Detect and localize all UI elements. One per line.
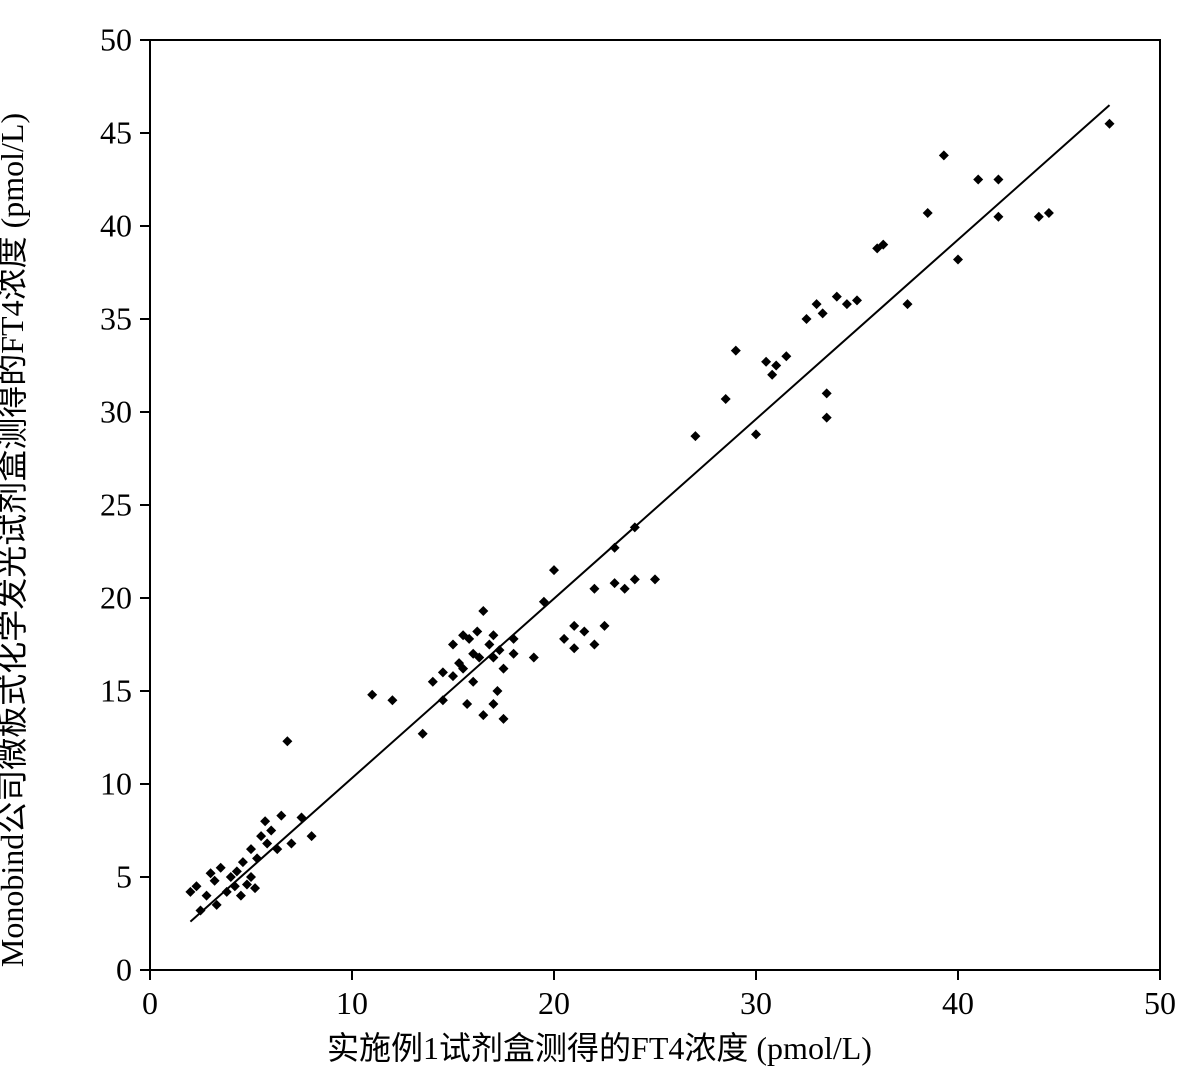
x-tick-label: 50 bbox=[1144, 985, 1176, 1021]
y-tick-label: 50 bbox=[100, 22, 132, 58]
y-tick-label: 0 bbox=[116, 952, 132, 988]
x-tick-label: 40 bbox=[942, 985, 974, 1021]
y-tick-label: 35 bbox=[100, 301, 132, 337]
y-tick-label: 30 bbox=[100, 394, 132, 430]
scatter-chart: Monobind公司微板式化学发光试剂盒测得的FT4浓度 (pmol/L) 实施… bbox=[0, 0, 1199, 1079]
y-tick-label: 45 bbox=[100, 115, 132, 151]
y-tick-label: 5 bbox=[116, 859, 132, 895]
y-tick-label: 25 bbox=[100, 487, 132, 523]
y-axis-label: Monobind公司微板式化学发光试剂盒测得的FT4浓度 (pmol/L) bbox=[0, 112, 33, 966]
y-tick-label: 15 bbox=[100, 673, 132, 709]
x-tick-label: 0 bbox=[142, 985, 158, 1021]
x-axis-label: 实施例1试剂盒测得的FT4浓度 (pmol/L) bbox=[327, 1023, 872, 1069]
x-tick-label: 20 bbox=[538, 985, 570, 1021]
y-tick-label: 20 bbox=[100, 580, 132, 616]
x-tick-label: 10 bbox=[336, 985, 368, 1021]
y-tick-label: 10 bbox=[100, 766, 132, 802]
y-tick-label: 40 bbox=[100, 208, 132, 244]
x-tick-label: 30 bbox=[740, 985, 772, 1021]
plot-svg: 0 10 20 30 40 50 0 5 10 15 20 25 30 35 40 45 50 bbox=[0, 0, 1199, 1079]
